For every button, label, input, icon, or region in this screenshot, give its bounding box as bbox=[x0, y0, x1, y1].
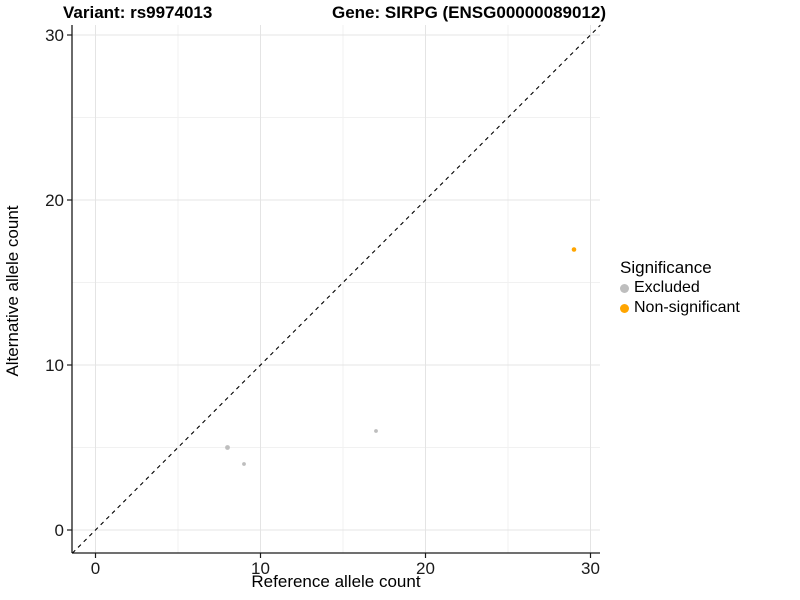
x-axis-label: Reference allele count bbox=[251, 572, 421, 591]
plot-title-gene: Gene: SIRPG (ENSG00000089012) bbox=[332, 3, 607, 22]
svg-text:30: 30 bbox=[45, 26, 64, 45]
legend: Significance Excluded Non-significant bbox=[620, 257, 740, 318]
svg-text:20: 20 bbox=[45, 191, 64, 210]
y-axis-label: Alternative allele count bbox=[3, 205, 22, 377]
svg-text:0: 0 bbox=[55, 521, 64, 540]
svg-text:10: 10 bbox=[45, 356, 64, 375]
legend-dot-excluded-icon bbox=[620, 283, 629, 293]
svg-text:0: 0 bbox=[91, 559, 100, 578]
plot-title-variant: Variant: rs9974013 bbox=[63, 3, 213, 22]
svg-text:10: 10 bbox=[251, 559, 270, 578]
legend-item-non-significant: Non-significant bbox=[620, 298, 740, 318]
svg-text:30: 30 bbox=[581, 559, 600, 578]
legend-dot-non-significant-icon bbox=[620, 303, 629, 313]
legend-item-label: Excluded bbox=[634, 279, 700, 296]
legend-item-excluded: Excluded bbox=[620, 278, 740, 298]
legend-title: Significance bbox=[620, 258, 712, 277]
legend-item-label: Non-significant bbox=[634, 299, 740, 316]
svg-text:20: 20 bbox=[416, 559, 435, 578]
